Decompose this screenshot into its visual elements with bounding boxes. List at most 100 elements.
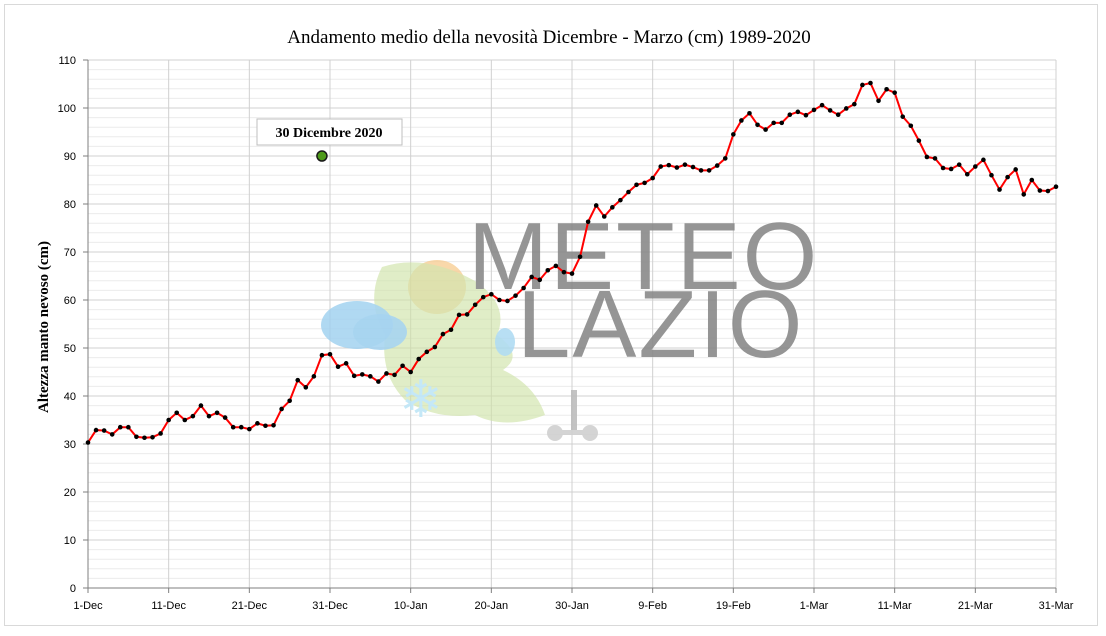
anemometer-icon: [547, 425, 563, 441]
grid-lines: [88, 59, 1057, 588]
data-point: [464, 312, 470, 317]
chart-title: Andamento medio della nevosità Dicembre …: [287, 27, 810, 48]
data-point: [327, 351, 333, 357]
data-point: [989, 172, 994, 178]
data-point: [472, 302, 478, 308]
data-point: [666, 162, 672, 168]
data-point: [771, 120, 776, 126]
data-point: [747, 110, 752, 116]
data-point: [424, 349, 430, 355]
data-point: [698, 168, 704, 173]
data-point: [279, 406, 284, 412]
data-point: [255, 421, 260, 426]
data-point: [368, 374, 373, 379]
y-tick-label: 110: [58, 55, 76, 67]
data-point: [650, 175, 655, 181]
data-point: [932, 156, 938, 161]
y-tick-label: 90: [64, 151, 76, 163]
data-point: [755, 122, 760, 128]
data-point: [376, 379, 381, 384]
data-point: [134, 434, 139, 440]
x-tick-label: 11-Dec: [151, 600, 186, 612]
data-point: [351, 373, 357, 379]
data-point: [230, 424, 236, 430]
data-point: [101, 428, 107, 433]
data-point: [497, 297, 502, 303]
data-point: [384, 371, 389, 376]
data-point: [569, 271, 575, 276]
data-point: [981, 157, 986, 163]
data-point: [416, 356, 422, 362]
data-point: [303, 385, 309, 390]
data-point: [956, 162, 962, 167]
watermark-line1: METEO: [468, 203, 819, 310]
y-axis-label: Altezza manto nevoso (cm): [36, 241, 52, 413]
data-point: [400, 363, 405, 369]
data-point: [642, 180, 647, 186]
data-point: [690, 164, 696, 170]
data-point: [803, 112, 809, 118]
y-tick-label: 70: [64, 247, 76, 259]
data-point: [908, 123, 914, 129]
data-point: [553, 263, 559, 269]
x-tick-label: 1-Mar: [800, 600, 829, 612]
data-point: [359, 372, 365, 377]
x-tick-label: 20-Jan: [475, 600, 509, 612]
region-map-icon: [374, 262, 545, 423]
y-tick-label: 30: [64, 439, 76, 451]
data-point: [392, 372, 397, 378]
data-point: [626, 189, 631, 195]
data-point: [787, 112, 793, 118]
data-point: [610, 205, 615, 210]
data-point: [1053, 184, 1059, 190]
data-point: [843, 106, 849, 111]
series-snow-depth: [85, 80, 1059, 445]
annotation: 30 Dicembre 2020: [256, 118, 403, 162]
data-point: [166, 417, 171, 423]
data-point: [505, 298, 510, 304]
data-point: [287, 398, 292, 404]
data-point: [85, 440, 91, 445]
y-tick-label: 20: [64, 487, 76, 499]
axes: 1-Dec 11-Dec 21-Dec 31-Dec 10-Jan 20-Jan 30-Ja…: [58, 55, 1074, 612]
data-point: [456, 312, 462, 318]
data-point: [142, 435, 147, 441]
data-point: [997, 187, 1002, 192]
snow-depth-chart: Andamento medio della nevosità Dicembre …: [36, 27, 1074, 612]
x-tick-label: 21-Mar: [958, 600, 993, 612]
data-point: [884, 86, 889, 92]
data-point: [311, 374, 317, 379]
data-point: [521, 285, 526, 291]
x-tick-label: 9-Feb: [638, 600, 667, 612]
data-point: [182, 417, 188, 423]
data-point: [190, 413, 196, 419]
data-point: [722, 156, 728, 161]
y-tick-label: 50: [64, 343, 76, 355]
data-point: [739, 118, 744, 123]
data-point: [247, 426, 252, 432]
data-point: [892, 90, 897, 95]
data-point: [795, 109, 801, 115]
data-point: [811, 107, 817, 113]
chart-frame: Andamento medio della nevosità Dicembre …: [4, 4, 1098, 626]
data-point: [158, 431, 163, 436]
data-point: [706, 168, 712, 173]
data-point: [601, 214, 607, 219]
data-point: [973, 164, 978, 169]
data-point: [198, 403, 204, 408]
data-point: [835, 112, 841, 118]
data-point: [1021, 192, 1027, 197]
data-point: [238, 424, 244, 430]
x-tick-label: 19-Feb: [716, 600, 751, 612]
data-point: [779, 120, 785, 126]
watermark-line2: LAZIO: [517, 271, 804, 378]
data-point: [900, 114, 906, 119]
data-point: [1029, 177, 1035, 183]
data-point: [263, 423, 268, 429]
data-point: [319, 352, 325, 358]
y-tick-label: 80: [64, 199, 76, 211]
data-point: [174, 410, 180, 416]
data-point: [940, 165, 946, 171]
x-tick-label: 21-Dec: [232, 600, 268, 612]
data-point: [1037, 188, 1043, 193]
